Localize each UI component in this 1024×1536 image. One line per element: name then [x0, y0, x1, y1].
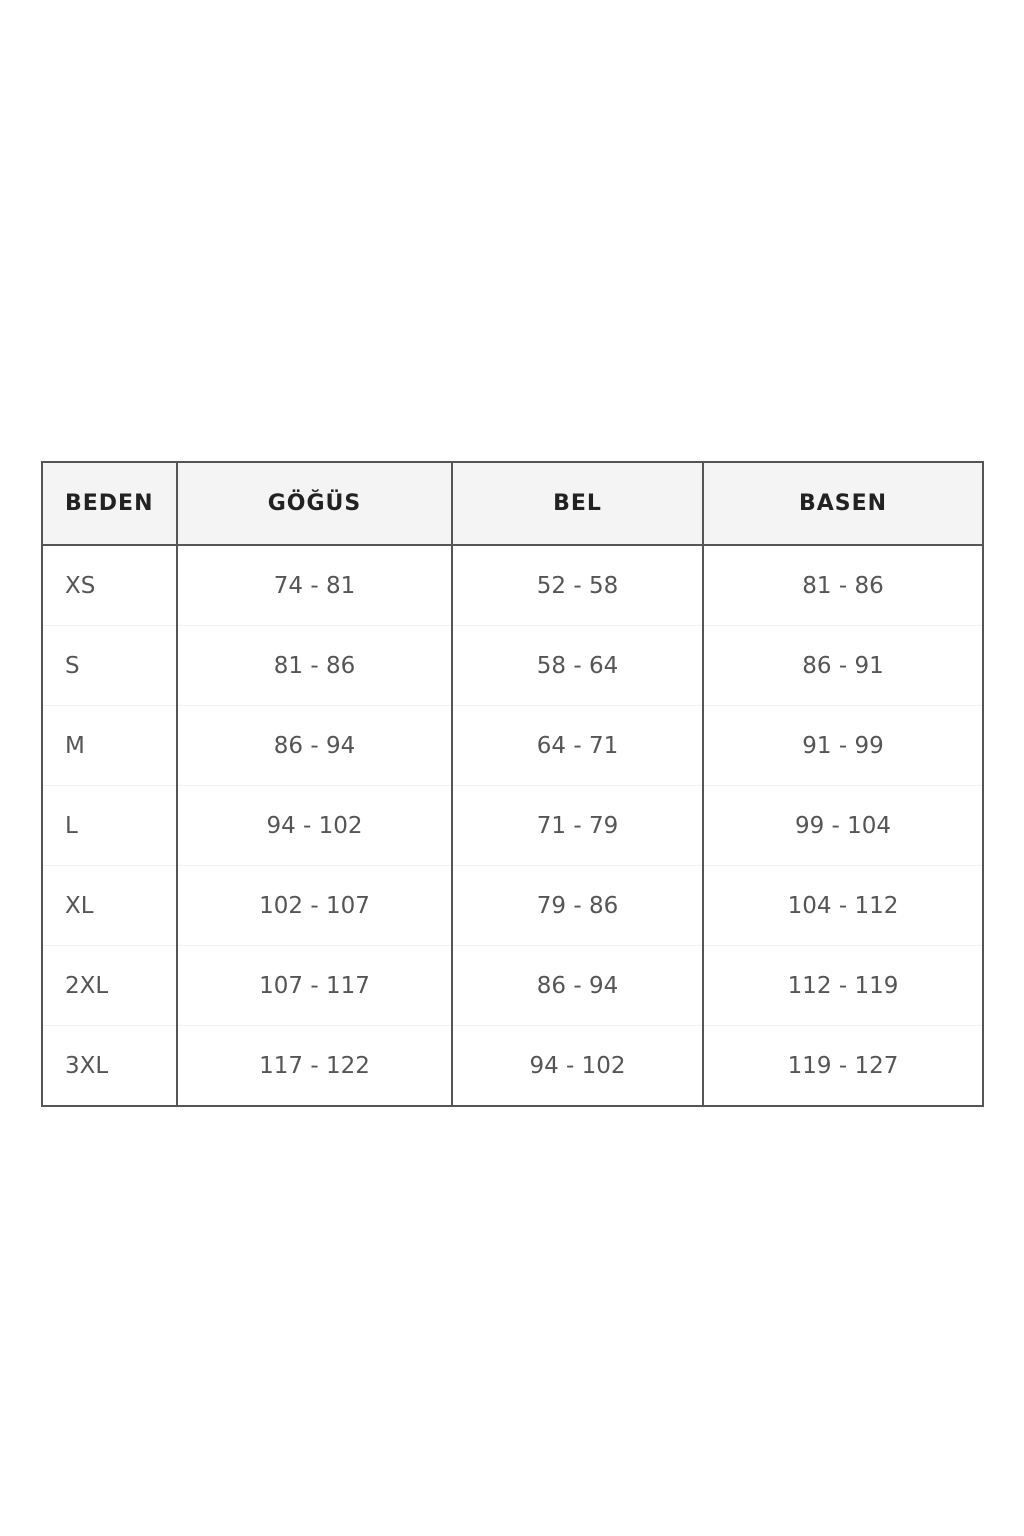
table-row: M 86 - 94 64 - 71 91 - 99 [42, 705, 983, 786]
header-basen: BASEN [702, 462, 983, 546]
cell-bel: 52 - 58 [451, 545, 703, 626]
header-gogus: GÖĞÜS [176, 462, 452, 546]
cell-gogus: 107 - 117 [176, 945, 452, 1026]
cell-basen: 91 - 99 [702, 705, 983, 786]
cell-gogus: 74 - 81 [176, 545, 452, 626]
cell-bel: 58 - 64 [451, 625, 703, 706]
cell-basen: 99 - 104 [702, 785, 983, 866]
cell-bel: 79 - 86 [451, 865, 703, 946]
header-row: BEDEN GÖĞÜS BEL BASEN [42, 462, 983, 546]
table-row: 2XL 107 - 117 86 - 94 112 - 119 [42, 945, 983, 1026]
table-row: XS 74 - 81 52 - 58 81 - 86 [42, 545, 983, 626]
cell-basen: 81 - 86 [702, 545, 983, 626]
cell-basen: 112 - 119 [702, 945, 983, 1026]
cell-size: S [42, 625, 177, 706]
cell-size: XS [42, 545, 177, 626]
cell-bel: 71 - 79 [451, 785, 703, 866]
cell-basen: 86 - 91 [702, 625, 983, 706]
table-row: S 81 - 86 58 - 64 86 - 91 [42, 625, 983, 706]
cell-gogus: 81 - 86 [176, 625, 452, 706]
table-row: L 94 - 102 71 - 79 99 - 104 [42, 785, 983, 866]
cell-size: XL [42, 865, 177, 946]
cell-gogus: 102 - 107 [176, 865, 452, 946]
cell-gogus: 86 - 94 [176, 705, 452, 786]
cell-gogus: 117 - 122 [176, 1025, 452, 1107]
header-bel: BEL [451, 462, 703, 546]
cell-size: 2XL [42, 945, 177, 1026]
cell-bel: 64 - 71 [451, 705, 703, 786]
header-beden: BEDEN [42, 462, 177, 546]
cell-size: 3XL [42, 1025, 177, 1107]
cell-bel: 94 - 102 [451, 1025, 703, 1107]
cell-size: M [42, 705, 177, 786]
size-chart-table: BEDEN GÖĞÜS BEL BASEN XS 74 - 81 52 - 58 81… [41, 461, 984, 1107]
table-row: 3XL 117 - 122 94 - 102 119 - 127 [42, 1025, 983, 1107]
cell-bel: 86 - 94 [451, 945, 703, 1026]
cell-basen: 104 - 112 [702, 865, 983, 946]
cell-basen: 119 - 127 [702, 1025, 983, 1107]
cell-size: L [42, 785, 177, 866]
cell-gogus: 94 - 102 [176, 785, 452, 866]
table-row: XL 102 - 107 79 - 86 104 - 112 [42, 865, 983, 946]
